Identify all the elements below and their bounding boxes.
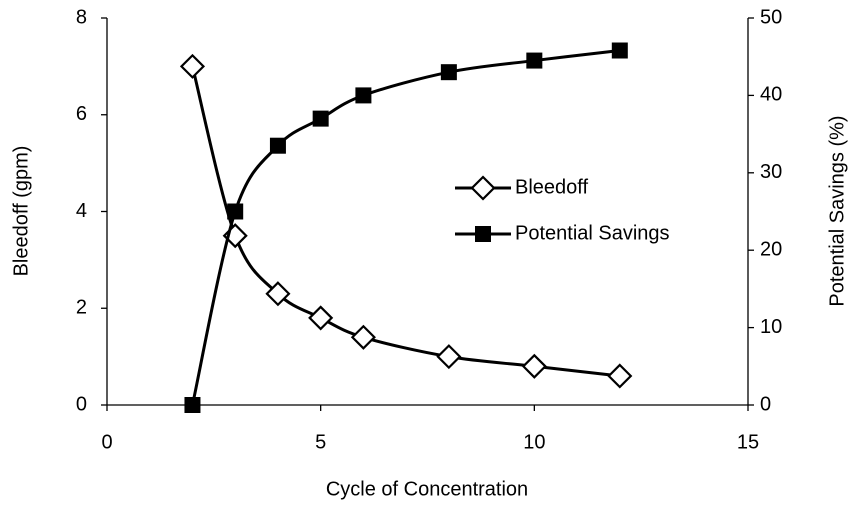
legend-marker bbox=[470, 175, 496, 201]
series-line bbox=[191, 49, 620, 406]
y2-tick-label: 0 bbox=[760, 393, 771, 415]
legend-marker bbox=[475, 226, 491, 242]
data-point bbox=[611, 42, 628, 59]
data-point bbox=[526, 52, 543, 69]
x-tick-label: 0 bbox=[101, 431, 112, 453]
data-point bbox=[265, 281, 291, 307]
y-tick-label: 0 bbox=[76, 393, 87, 415]
x-tick-label: 15 bbox=[737, 431, 759, 453]
y-tick-label: 8 bbox=[76, 6, 87, 28]
data-point bbox=[607, 363, 633, 389]
data-point bbox=[227, 203, 244, 220]
y2-axis-label: Potential Savings (%) bbox=[826, 115, 848, 306]
y2-tick-label: 30 bbox=[760, 161, 782, 183]
y2-tick-label: 20 bbox=[760, 238, 782, 260]
legend-label: Potential Savings bbox=[515, 222, 670, 244]
series-line bbox=[191, 66, 620, 378]
y-tick-label: 4 bbox=[76, 200, 87, 222]
y2-tick-label: 10 bbox=[760, 316, 782, 338]
data-point bbox=[184, 397, 201, 413]
data-point bbox=[436, 344, 462, 370]
y-tick-label: 2 bbox=[76, 297, 87, 319]
x-tick-label: 10 bbox=[523, 431, 545, 453]
data-point bbox=[521, 353, 547, 379]
x-axis-label: Cycle of Concentration bbox=[326, 478, 528, 500]
y-tick-label: 6 bbox=[76, 103, 87, 125]
data-point bbox=[350, 324, 376, 350]
data-point bbox=[312, 110, 329, 127]
data-point bbox=[355, 87, 372, 104]
x-tick-label: 5 bbox=[315, 431, 326, 453]
y2-tick-label: 40 bbox=[760, 84, 782, 106]
data-point bbox=[269, 137, 286, 154]
data-point bbox=[308, 305, 334, 331]
data-point bbox=[179, 53, 206, 79]
data-point bbox=[440, 64, 457, 81]
legend-label: Bleedoff bbox=[515, 176, 588, 198]
y-axis-label: Bleedoff (gpm) bbox=[10, 146, 32, 277]
y2-tick-label: 50 bbox=[760, 6, 782, 28]
